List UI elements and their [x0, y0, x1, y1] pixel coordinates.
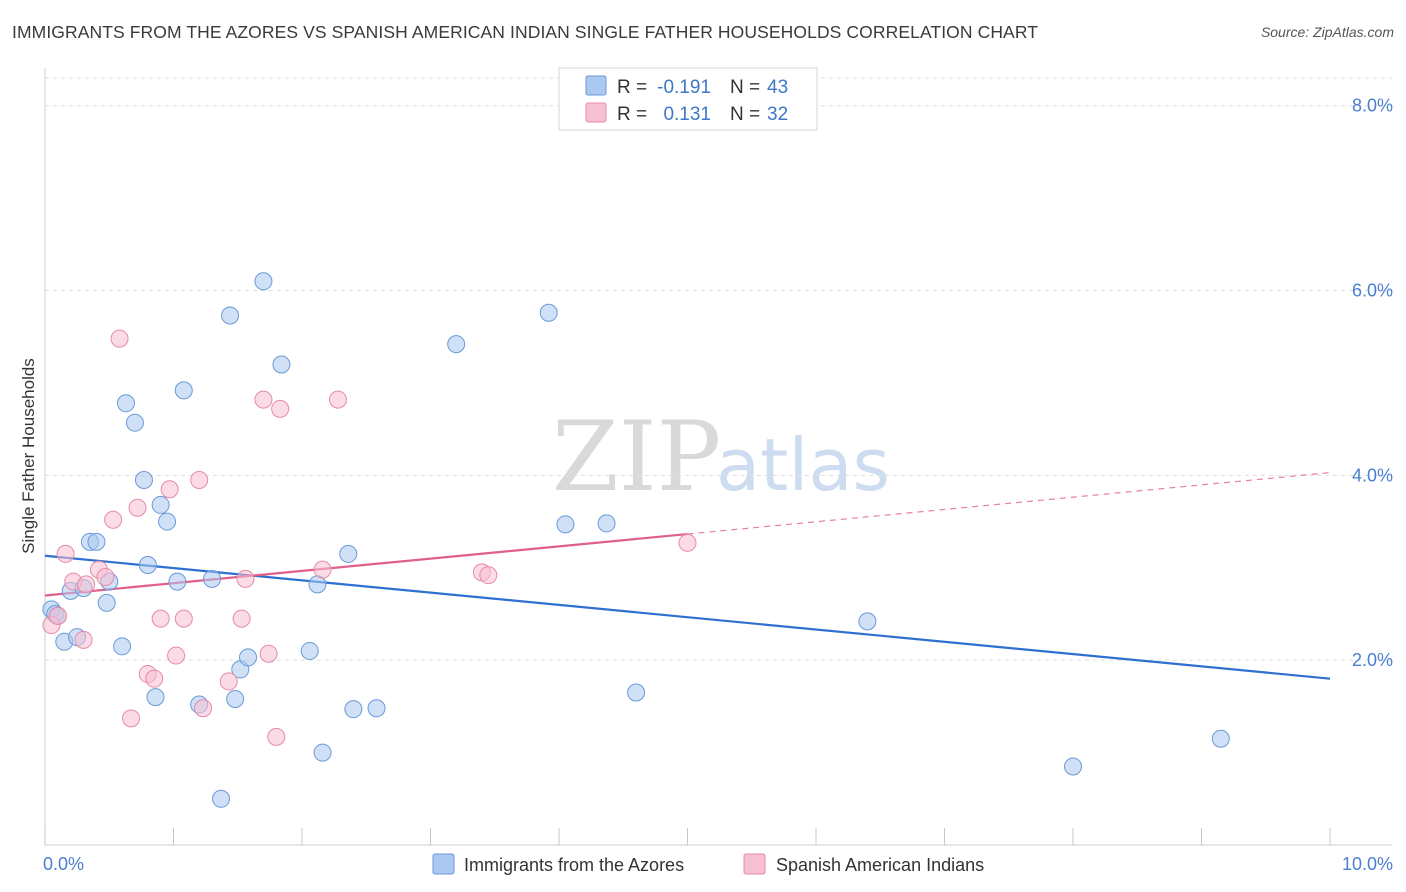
point-azores	[300, 641, 319, 660]
point-spanish-american-indians	[77, 575, 96, 594]
point-spanish-american-indians	[96, 568, 115, 587]
point-spanish-american-indians	[74, 630, 93, 649]
watermark: ZIP atlas	[552, 401, 890, 513]
point-azores	[226, 689, 245, 708]
legend-r-label-azores: R =	[617, 77, 647, 98]
point-azores	[174, 381, 193, 400]
point-spanish-american-indians	[145, 669, 164, 688]
point-azores	[1211, 729, 1230, 748]
y-tick-label: 4.0%	[1352, 465, 1393, 485]
point-spanish-american-indians	[48, 606, 67, 625]
watermark-zip: ZIP	[552, 401, 721, 513]
legend-r-value-spanish: 0.131	[663, 104, 711, 125]
point-spanish-american-indians	[259, 644, 278, 663]
point-spanish-american-indians	[174, 609, 193, 628]
point-azores	[151, 495, 170, 514]
legend: R = -0.191 N = 43 R = 0.131 N = 32	[558, 67, 818, 131]
point-spanish-american-indians	[232, 609, 251, 628]
y-tick-label: 2.0%	[1352, 650, 1393, 670]
point-azores	[221, 306, 240, 325]
point-spanish-american-indians	[104, 510, 123, 529]
legend-n-label-azores: N =	[730, 77, 760, 98]
point-spanish-american-indians	[271, 399, 290, 418]
point-spanish-american-indians	[254, 390, 273, 409]
point-azores	[556, 515, 575, 534]
point-azores	[597, 514, 616, 533]
point-azores	[367, 699, 386, 718]
point-azores	[158, 512, 177, 531]
point-azores	[138, 555, 157, 574]
axes: 2.0% 4.0% 6.0% 8.0% 0.0% 10.0%	[43, 68, 1393, 874]
point-spanish-american-indians	[194, 699, 213, 718]
point-azores	[212, 789, 231, 808]
legend-n-value-azores: 43	[767, 77, 788, 98]
point-azores	[116, 394, 135, 413]
point-azores	[313, 743, 332, 762]
point-spanish-american-indians	[110, 329, 129, 348]
bottom-legend: Immigrants from the Azores Spanish Ameri…	[432, 853, 984, 875]
point-azores	[146, 688, 165, 707]
point-azores	[627, 683, 646, 702]
point-azores	[239, 648, 258, 667]
point-spanish-american-indians	[328, 390, 347, 409]
watermark-atlas: atlas	[716, 423, 890, 507]
point-azores	[125, 413, 144, 432]
trend-line-azores	[44, 554, 1331, 680]
trend-line-extension-spanish-american-indians	[687, 471, 1331, 535]
chart-title: IMMIGRANTS FROM THE AZORES VS SPANISH AM…	[12, 22, 1039, 42]
legend-swatch-azores	[585, 75, 607, 96]
point-spanish-american-indians	[151, 609, 170, 628]
legend-n-value-spanish: 32	[767, 104, 788, 125]
y-axis-label: Single Father Households	[19, 358, 38, 554]
source-label[interactable]: Source: ZipAtlas.com	[1260, 24, 1394, 40]
x-tick-label-min: 0.0%	[43, 854, 84, 874]
point-azores	[203, 569, 222, 588]
trend-lines	[44, 471, 1331, 680]
point-azores	[168, 572, 187, 591]
point-spanish-american-indians	[479, 566, 498, 585]
point-azores	[134, 470, 153, 489]
point-spanish-american-indians	[56, 544, 75, 563]
legend-r-label-spanish: R =	[617, 104, 647, 125]
point-spanish-american-indians	[236, 569, 255, 588]
point-spanish-american-indians	[122, 709, 141, 728]
point-spanish-american-indians	[267, 727, 286, 746]
point-azores	[87, 532, 106, 551]
point-spanish-american-indians	[678, 533, 697, 552]
bottom-legend-swatch-azores[interactable]	[432, 853, 455, 875]
point-spanish-american-indians	[219, 672, 238, 691]
point-azores	[858, 612, 877, 631]
point-azores	[254, 272, 273, 291]
bottom-legend-label-spanish-american-indians[interactable]: Spanish American Indians	[776, 855, 984, 875]
legend-n-label-spanish: N =	[730, 104, 760, 125]
point-azores	[339, 544, 358, 563]
point-azores	[539, 303, 558, 322]
point-azores	[344, 700, 363, 719]
trend-line-spanish-american-indians	[44, 532, 688, 597]
legend-r-value-azores: -0.191	[657, 77, 711, 98]
point-spanish-american-indians	[190, 470, 209, 489]
point-azores	[97, 593, 116, 612]
bottom-legend-swatch-spanish-american-indians[interactable]	[743, 853, 766, 875]
legend-swatch-spanish-american-indians	[585, 102, 607, 123]
point-azores	[1064, 757, 1082, 776]
point-azores	[447, 335, 466, 354]
x-tick-label-max: 10.0%	[1342, 854, 1393, 874]
point-spanish-american-indians	[167, 646, 186, 665]
y-tick-label: 6.0%	[1352, 281, 1393, 301]
point-spanish-american-indians	[160, 480, 179, 499]
point-azores	[272, 355, 291, 374]
data-points	[42, 272, 1230, 808]
point-azores	[113, 637, 132, 656]
bottom-legend-label-azores[interactable]: Immigrants from the Azores	[464, 855, 684, 875]
y-tick-label: 8.0%	[1352, 96, 1393, 116]
point-spanish-american-indians	[313, 560, 332, 579]
point-spanish-american-indians	[128, 498, 147, 517]
